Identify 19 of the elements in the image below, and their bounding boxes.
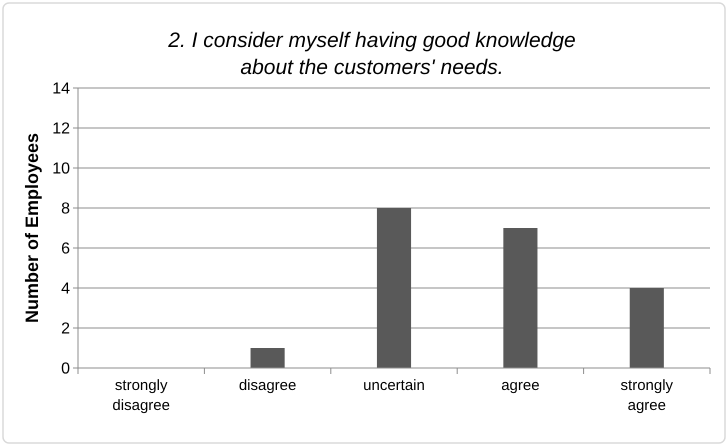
- y-tick-label: 6: [61, 240, 70, 258]
- bar: [250, 348, 285, 368]
- y-tick-label: 2: [61, 320, 70, 338]
- y-axis-title: Number of Employees: [22, 132, 42, 324]
- y-tick-label: 8: [61, 200, 70, 218]
- x-tick-label: disagree: [238, 377, 296, 394]
- x-tick-label: strongly disagree: [112, 377, 170, 414]
- y-tick-label: 10: [52, 160, 70, 178]
- x-tick-label: agree: [501, 377, 540, 394]
- x-tick-label: uncertain: [363, 377, 425, 394]
- bar: [630, 288, 664, 368]
- y-tick-label: 12: [52, 120, 70, 138]
- x-tick-label: strongly agree: [620, 377, 674, 414]
- y-tick-label: 4: [61, 280, 70, 298]
- y-tick-label: 0: [61, 360, 70, 378]
- bar: [376, 208, 412, 368]
- y-tick-label: 14: [52, 80, 70, 98]
- bar: [503, 228, 538, 368]
- chart-title: 2. I consider myself having good knowledge about the customers' needs.: [167, 29, 576, 79]
